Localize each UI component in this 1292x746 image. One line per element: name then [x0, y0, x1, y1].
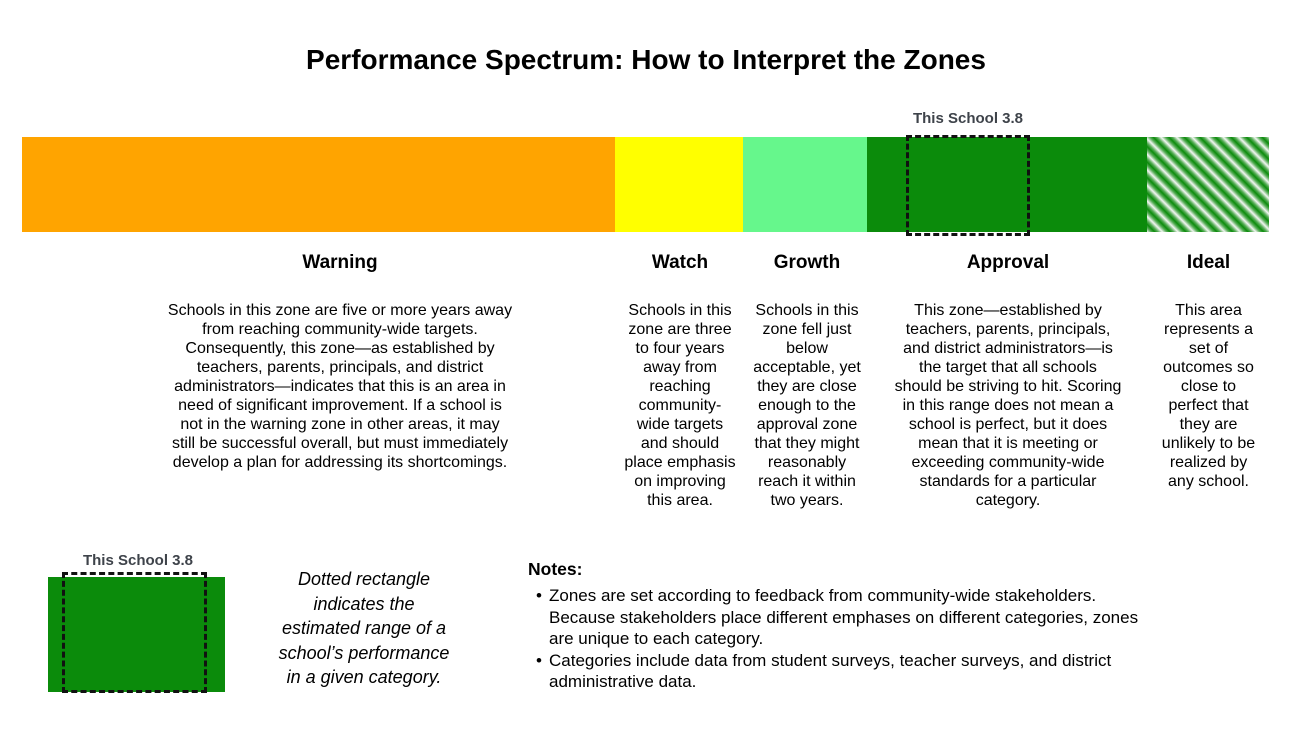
zone-description-ideal: This area represents a set of outcomes s…: [1161, 302, 1256, 490]
zone-segment-ideal: [1147, 137, 1269, 232]
zone-segment-warning: [22, 137, 615, 232]
spectrum-bar: [22, 137, 1269, 232]
zone-segment-approval: [867, 137, 1147, 232]
legend-caption: Dotted rectangle indicates the estimated…: [278, 569, 450, 687]
zone-segment-watch: [615, 137, 743, 232]
zone-description-growth: Schools in this zone fell just below acc…: [753, 302, 861, 509]
zone-label-approval: Approval: [966, 252, 1050, 273]
school-range-marker: [906, 135, 1030, 236]
notes-heading: Notes:: [528, 559, 583, 579]
zone-description-warning: Schools in this zone are five or more ye…: [167, 302, 513, 471]
bullet-icon: •: [536, 586, 542, 605]
bullet-icon: •: [536, 650, 542, 670]
page-title: Performance Spectrum: How to Interpret t…: [306, 44, 986, 75]
note-item: • Categories include data from student s…: [528, 650, 1223, 693]
legend-green-swatch: [48, 577, 225, 692]
zone-label-warning: Warning: [302, 252, 378, 273]
notes-list: • Zones are set according to feedback fr…: [528, 585, 1223, 693]
school-marker-label-top: This School 3.8: [912, 110, 1024, 127]
zone-description-watch: Schools in this zone are three to four y…: [624, 302, 736, 509]
zone-label-growth: Growth: [773, 252, 841, 273]
note-text: Categories include data from student sur…: [549, 650, 1112, 692]
zone-description-approval: This zone—established by teachers, paren…: [894, 302, 1122, 509]
note-text: Zones are set according to feedback from…: [549, 586, 1139, 648]
zone-label-ideal: Ideal: [1186, 252, 1231, 273]
zone-segment-growth: [743, 137, 867, 232]
legend-dashed-rectangle: [62, 572, 207, 693]
school-marker-label-legend: This School 3.8: [82, 552, 194, 569]
note-item: • Zones are set according to feedback fr…: [528, 585, 1223, 650]
zone-label-watch: Watch: [651, 252, 709, 273]
